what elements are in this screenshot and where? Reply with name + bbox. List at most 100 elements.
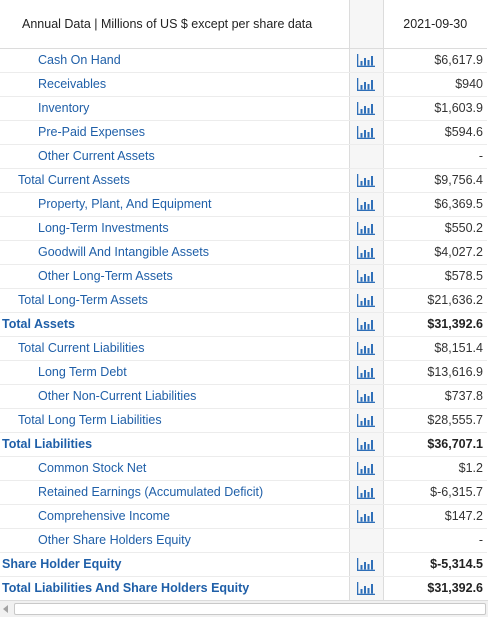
row-label[interactable]: Other Share Holders Equity bbox=[0, 528, 349, 553]
table-row: Property, Plant, And Equipment $6,369.5 bbox=[0, 192, 487, 217]
chart-cell bbox=[348, 312, 383, 337]
table-row: Other Non-Current Liabilities $737.8 bbox=[0, 384, 487, 409]
chart-cell bbox=[348, 576, 383, 601]
row-value: $36,707.1 bbox=[382, 432, 487, 457]
row-value: $940 bbox=[382, 72, 487, 97]
row-value: $21,636.2 bbox=[382, 288, 487, 313]
row-label[interactable]: Total Current Liabilities bbox=[0, 336, 349, 361]
row-label[interactable]: Long-Term Investments bbox=[0, 216, 349, 241]
row-label[interactable]: Total Long Term Liabilities bbox=[0, 408, 349, 433]
row-label[interactable]: Common Stock Net bbox=[0, 456, 349, 481]
row-label[interactable]: Other Long-Term Assets bbox=[0, 264, 349, 289]
table-row: Retained Earnings (Accumulated Deficit) $… bbox=[0, 480, 487, 505]
chart-cell bbox=[348, 120, 383, 145]
row-value: $737.8 bbox=[382, 384, 487, 409]
chart-cell bbox=[348, 168, 383, 193]
bar-chart-icon[interactable] bbox=[356, 509, 376, 524]
table-row: Common Stock Net $1.2 bbox=[0, 456, 487, 481]
row-label[interactable]: Retained Earnings (Accumulated Deficit) bbox=[0, 480, 349, 505]
bar-chart-icon[interactable] bbox=[356, 221, 376, 236]
row-value: $-6,315.7 bbox=[382, 480, 487, 505]
row-label[interactable]: Total Assets bbox=[0, 312, 349, 337]
bar-chart-icon[interactable] bbox=[356, 101, 376, 116]
bar-chart-icon[interactable] bbox=[356, 437, 376, 452]
table-row: Long-Term Investments $550.2 bbox=[0, 216, 487, 241]
chart-cell bbox=[348, 48, 383, 73]
bar-chart-icon[interactable] bbox=[356, 245, 376, 260]
row-label[interactable]: Total Long-Term Assets bbox=[0, 288, 349, 313]
row-value: $578.5 bbox=[382, 264, 487, 289]
scroll-left-arrow-icon[interactable] bbox=[3, 605, 8, 613]
row-value: - bbox=[382, 144, 487, 169]
row-label[interactable]: Goodwill And Intangible Assets bbox=[0, 240, 349, 265]
horizontal-scrollbar[interactable] bbox=[0, 600, 488, 617]
row-label[interactable]: Share Holder Equity bbox=[0, 552, 349, 577]
chart-cell bbox=[348, 264, 383, 289]
header-label: Annual Data | Millions of US $ except pe… bbox=[0, 0, 349, 49]
chart-cell bbox=[348, 384, 383, 409]
row-label[interactable]: Total Current Assets bbox=[0, 168, 349, 193]
row-label[interactable]: Inventory bbox=[0, 96, 349, 121]
row-value: $9,756.4 bbox=[382, 168, 487, 193]
table-row: Cash On Hand $6,617.9 bbox=[0, 48, 487, 73]
chart-cell bbox=[348, 504, 383, 529]
table-body: Cash On Hand $6,617.9 Receivables $940 Inven… bbox=[0, 48, 487, 601]
row-label[interactable]: Receivables bbox=[0, 72, 349, 97]
bar-chart-icon[interactable] bbox=[356, 413, 376, 428]
row-label[interactable]: Long Term Debt bbox=[0, 360, 349, 385]
chart-cell bbox=[348, 72, 383, 97]
bar-chart-icon[interactable] bbox=[356, 581, 376, 596]
chart-cell bbox=[348, 456, 383, 481]
row-value: $-5,314.5 bbox=[382, 552, 487, 577]
row-label[interactable]: Other Current Assets bbox=[0, 144, 349, 169]
chart-cell bbox=[348, 528, 383, 553]
bar-chart-icon[interactable] bbox=[356, 485, 376, 500]
table-row: Other Long-Term Assets $578.5 bbox=[0, 264, 487, 289]
row-label[interactable]: Comprehensive Income bbox=[0, 504, 349, 529]
balance-sheet-table: Annual Data | Millions of US $ except pe… bbox=[0, 0, 487, 601]
chart-cell bbox=[348, 552, 383, 577]
row-value: $594.6 bbox=[382, 120, 487, 145]
chart-cell bbox=[348, 216, 383, 241]
row-label[interactable]: Total Liabilities And Share Holders Equi… bbox=[0, 576, 349, 601]
table-row: Share Holder Equity $-5,314.5 bbox=[0, 552, 487, 577]
table-row: Total Long-Term Assets $21,636.2 bbox=[0, 288, 487, 313]
table-row: Receivables $940 bbox=[0, 72, 487, 97]
chart-cell bbox=[348, 336, 383, 361]
row-value: $28,555.7 bbox=[382, 408, 487, 433]
chart-cell bbox=[348, 480, 383, 505]
scrollbar-thumb[interactable] bbox=[14, 603, 486, 615]
bar-chart-icon[interactable] bbox=[356, 53, 376, 68]
row-label[interactable]: Total Liabilities bbox=[0, 432, 349, 457]
row-value: $4,027.2 bbox=[382, 240, 487, 265]
bar-chart-icon[interactable] bbox=[356, 317, 376, 332]
table-header-row: Annual Data | Millions of US $ except pe… bbox=[0, 0, 487, 49]
row-label[interactable]: Cash On Hand bbox=[0, 48, 349, 73]
row-value: $31,392.6 bbox=[382, 312, 487, 337]
row-value: $6,369.5 bbox=[382, 192, 487, 217]
bar-chart-icon[interactable] bbox=[356, 125, 376, 140]
bar-chart-icon[interactable] bbox=[356, 461, 376, 476]
row-label[interactable]: Other Non-Current Liabilities bbox=[0, 384, 349, 409]
table-row: Goodwill And Intangible Assets $4,027.2 bbox=[0, 240, 487, 265]
row-label[interactable]: Property, Plant, And Equipment bbox=[0, 192, 349, 217]
bar-chart-icon[interactable] bbox=[356, 77, 376, 92]
bar-chart-icon[interactable] bbox=[356, 293, 376, 308]
chart-cell bbox=[348, 408, 383, 433]
chart-cell bbox=[348, 240, 383, 265]
bar-chart-icon[interactable] bbox=[356, 197, 376, 212]
row-value: $8,151.4 bbox=[382, 336, 487, 361]
bar-chart-icon[interactable] bbox=[356, 557, 376, 572]
table-row: Pre-Paid Expenses $594.6 bbox=[0, 120, 487, 145]
row-value: $13,616.9 bbox=[382, 360, 487, 385]
row-label[interactable]: Pre-Paid Expenses bbox=[0, 120, 349, 145]
chart-cell bbox=[348, 288, 383, 313]
chart-cell bbox=[348, 192, 383, 217]
bar-chart-icon[interactable] bbox=[356, 269, 376, 284]
table-row: Other Share Holders Equity - bbox=[0, 528, 487, 553]
bar-chart-icon[interactable] bbox=[356, 365, 376, 380]
bar-chart-icon[interactable] bbox=[356, 341, 376, 356]
table-row: Total Assets $31,392.6 bbox=[0, 312, 487, 337]
bar-chart-icon[interactable] bbox=[356, 173, 376, 188]
bar-chart-icon[interactable] bbox=[356, 389, 376, 404]
